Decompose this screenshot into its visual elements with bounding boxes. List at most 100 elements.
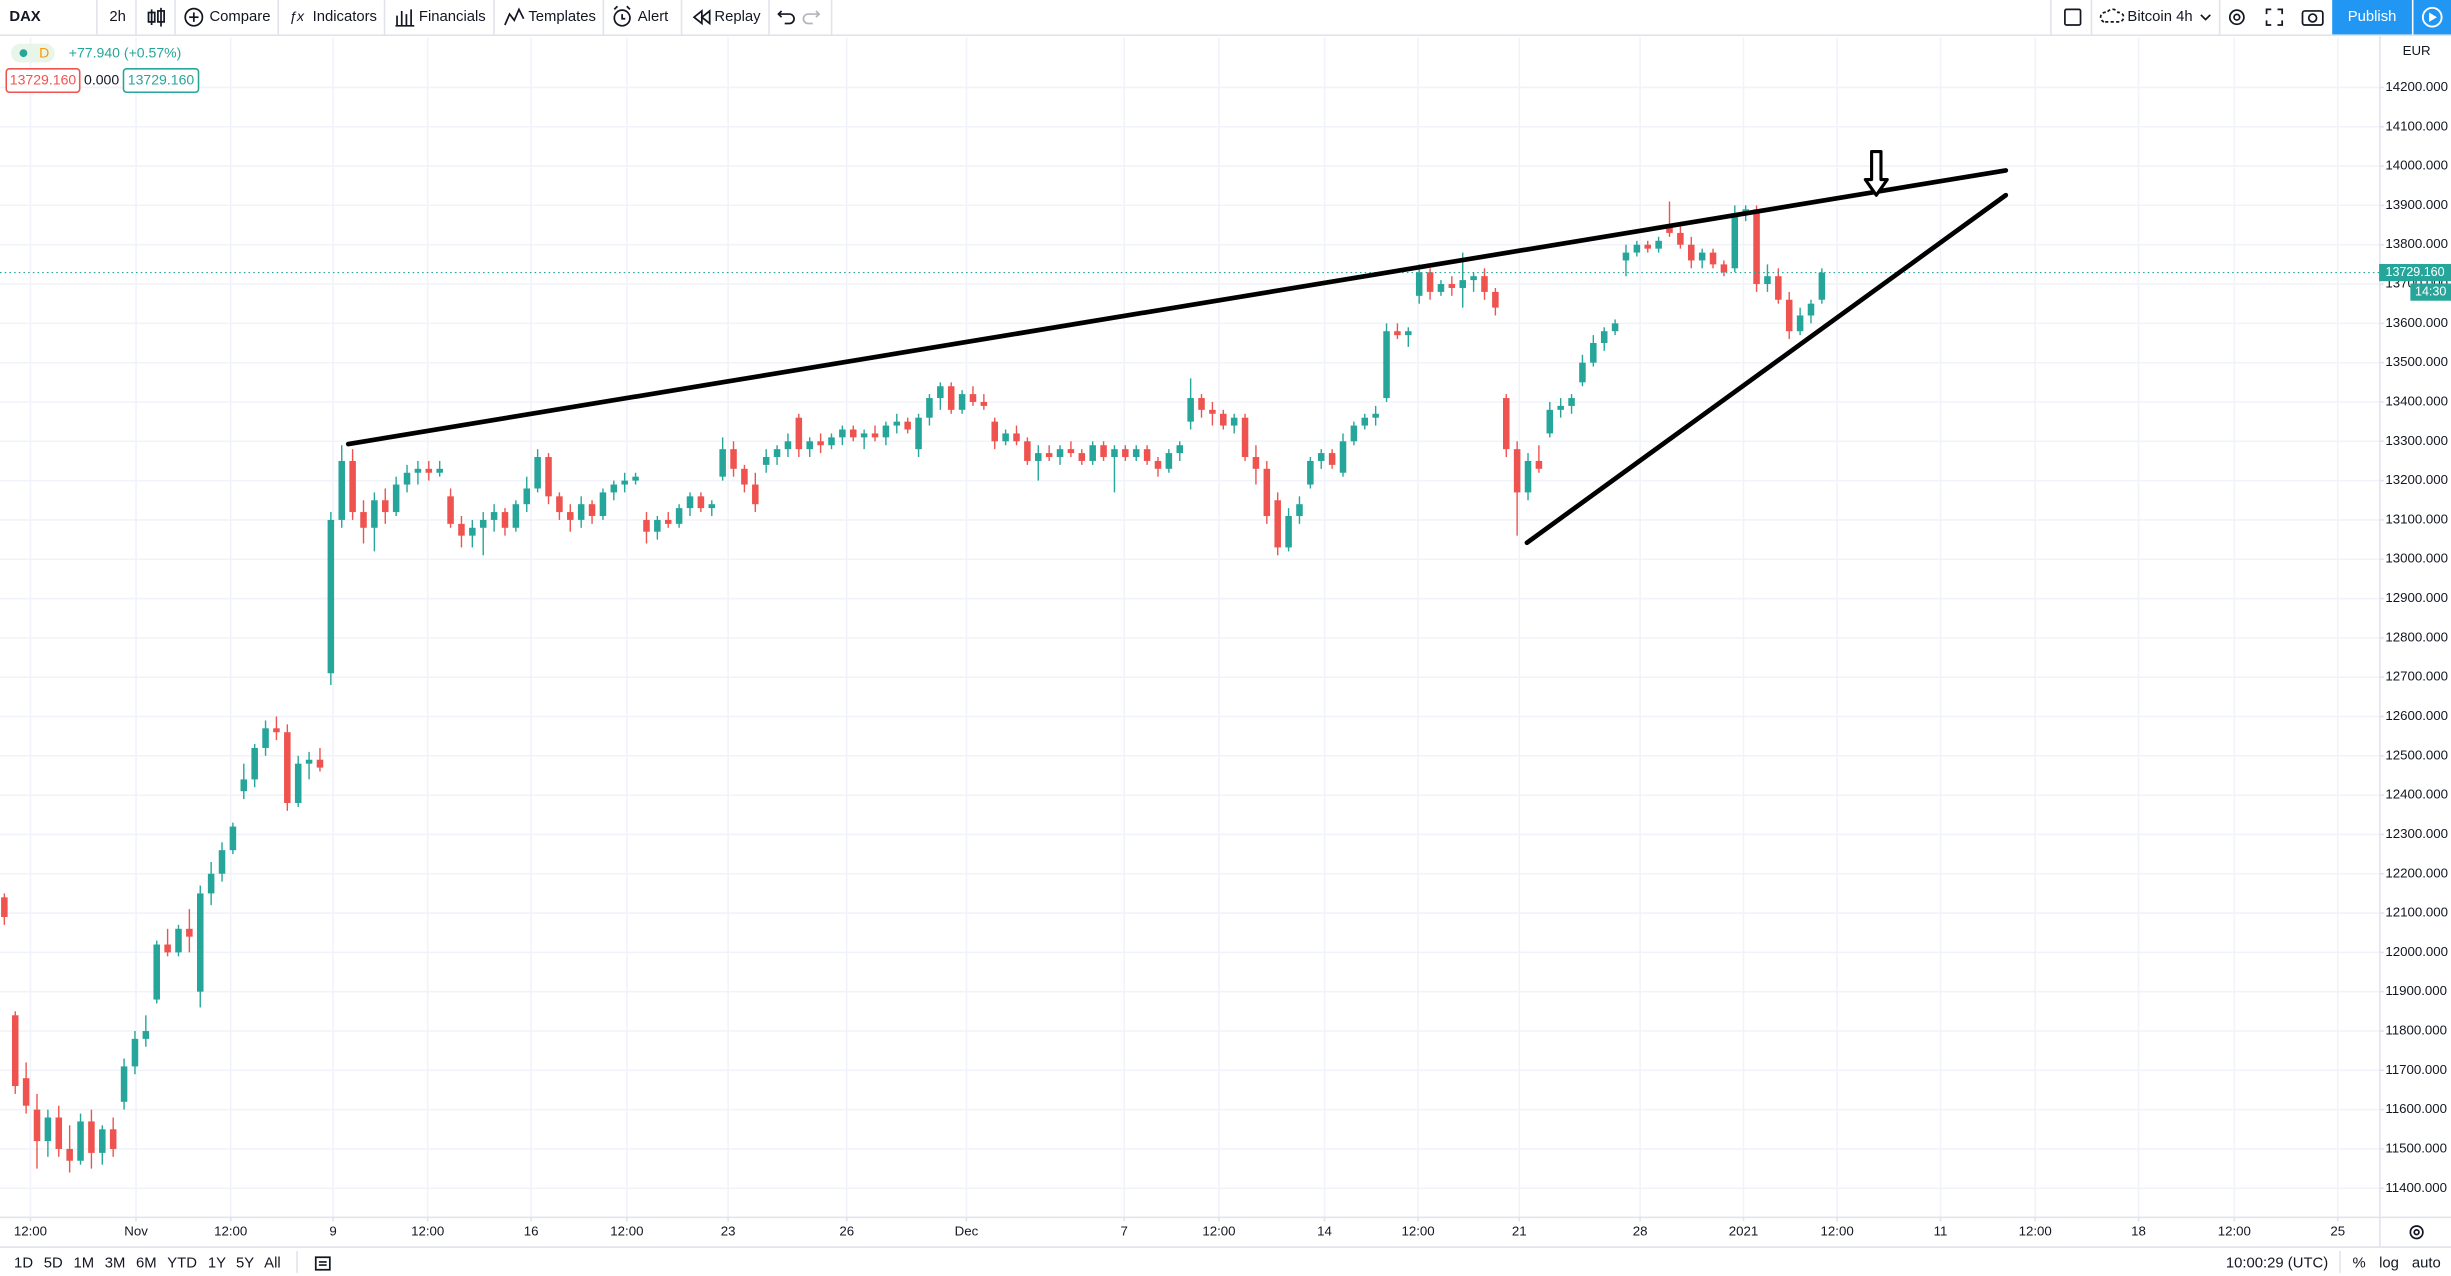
select-button[interactable] <box>2064 8 2082 26</box>
x-tick-label: 11 <box>1934 1224 1948 1239</box>
axis-settings[interactable] <box>2409 1225 2424 1240</box>
candle-body <box>871 433 879 438</box>
indicators-button[interactable]: ƒx Indicators <box>289 8 377 25</box>
candle-body <box>512 504 520 528</box>
x-tick-label: 7 <box>1121 1224 1128 1239</box>
candle-body <box>44 1117 52 1142</box>
candle-body <box>1100 445 1107 458</box>
range-button[interactable]: YTD <box>167 1255 197 1271</box>
range-button[interactable]: 1Y <box>208 1255 226 1271</box>
templates-label: Templates <box>528 9 596 25</box>
y-tick-label: 11400.000 <box>2385 1180 2447 1195</box>
plot <box>0 149 2380 1173</box>
candle-body <box>795 417 803 450</box>
auto-toggle[interactable]: auto <box>2412 1255 2441 1271</box>
candle-body <box>1013 433 1020 442</box>
chart-style-button[interactable] <box>147 7 165 27</box>
last-price-label: 13729.160 <box>2386 265 2445 279</box>
candle-body <box>991 421 999 442</box>
candle-body <box>425 468 433 473</box>
candle-body <box>88 1121 95 1153</box>
candle-body <box>1154 460 1162 469</box>
compare-button[interactable]: Compare <box>184 7 271 27</box>
overlay: 11400.000 11500.000 11600.000 11700.000 1180… <box>14 79 2451 1239</box>
fx-icon: ƒx <box>289 8 305 24</box>
settings-button[interactable] <box>2228 9 2245 26</box>
x-tick-label: 12:00 <box>214 1224 247 1239</box>
candle-body <box>1317 453 1325 461</box>
symbol[interactable]: DAX <box>9 9 40 25</box>
candle-body <box>697 496 705 509</box>
legend-source: D <box>39 45 49 61</box>
candle-body <box>1372 413 1379 418</box>
candle-body <box>1644 244 1652 249</box>
financials-button[interactable]: Financials <box>395 9 486 27</box>
candle-body <box>1481 276 1488 292</box>
log-toggle[interactable]: log <box>2379 1255 2399 1271</box>
candle-body <box>1 897 8 918</box>
undo-button[interactable] <box>777 10 795 25</box>
range-button[interactable]: 1M <box>73 1255 94 1271</box>
publish-button[interactable] <box>2332 0 2412 35</box>
interval[interactable]: 2h <box>109 9 126 25</box>
redo-button[interactable] <box>802 10 821 25</box>
candle-body <box>1394 331 1401 336</box>
range-button[interactable]: 5Y <box>236 1255 254 1271</box>
y-tick-label: 11700.000 <box>2385 1062 2447 1077</box>
candle-body <box>686 496 694 509</box>
candle-body <box>1209 409 1216 414</box>
candle-body <box>937 386 944 399</box>
candle-body <box>175 928 182 953</box>
candle-body <box>828 437 835 446</box>
x-tick-label: 12:00 <box>1202 1224 1235 1239</box>
candle-body <box>207 873 215 894</box>
candle-body <box>1470 276 1477 281</box>
candle-body <box>664 519 672 524</box>
candle-body <box>1296 504 1303 516</box>
candle-body <box>762 457 770 465</box>
candle-body <box>458 523 465 536</box>
candle-body <box>839 429 846 438</box>
candle-body <box>1035 453 1042 461</box>
range-button[interactable]: All <box>264 1255 280 1271</box>
clock: 10:00:29 (UTC) <box>2226 1255 2328 1271</box>
candle-body <box>523 488 531 505</box>
layout-label: Bitcoin 4h <box>2127 9 2192 25</box>
snapshot-button[interactable] <box>2301 10 2324 26</box>
candle-body <box>1764 276 1771 285</box>
goto-date-button[interactable] <box>314 1256 331 1271</box>
candle-body <box>849 429 857 438</box>
candle-body <box>120 1066 128 1102</box>
candle-body <box>806 441 813 450</box>
fullscreen-button[interactable] <box>2265 8 2284 26</box>
candle-body <box>1328 453 1336 465</box>
candle-body <box>1557 405 1564 410</box>
candle-body <box>382 500 389 513</box>
y-tick-label: 14000.000 <box>2385 158 2448 173</box>
candle-body <box>284 732 291 803</box>
candle-body <box>1600 331 1608 344</box>
percent-toggle[interactable]: % <box>2353 1255 2366 1271</box>
candle-body <box>131 1038 139 1067</box>
candle-body <box>1807 303 1815 316</box>
candle-body <box>1078 453 1086 461</box>
x-tick-label: Dec <box>955 1224 979 1239</box>
templates-button[interactable]: Templates <box>504 7 596 26</box>
candle-body <box>153 944 160 1000</box>
candle-body <box>99 1129 106 1153</box>
range-button[interactable]: 3M <box>105 1255 126 1271</box>
candle-body <box>1426 272 1434 292</box>
y-tick-label: 13100.000 <box>2385 511 2448 526</box>
alert-button[interactable]: Alert <box>613 5 669 27</box>
range-button[interactable]: 6M <box>136 1255 157 1271</box>
ask: 13729.160 <box>128 71 195 87</box>
layout-button[interactable]: Bitcoin 4h <box>2099 8 2211 25</box>
candle-body <box>675 508 683 524</box>
replay-button[interactable]: Replay <box>692 9 761 26</box>
candle-body <box>1524 460 1532 493</box>
range-button[interactable]: 5D <box>44 1255 63 1271</box>
range-button[interactable]: 1D <box>14 1255 33 1271</box>
candle-body <box>1818 272 1826 300</box>
currency: EUR <box>2403 43 2431 58</box>
